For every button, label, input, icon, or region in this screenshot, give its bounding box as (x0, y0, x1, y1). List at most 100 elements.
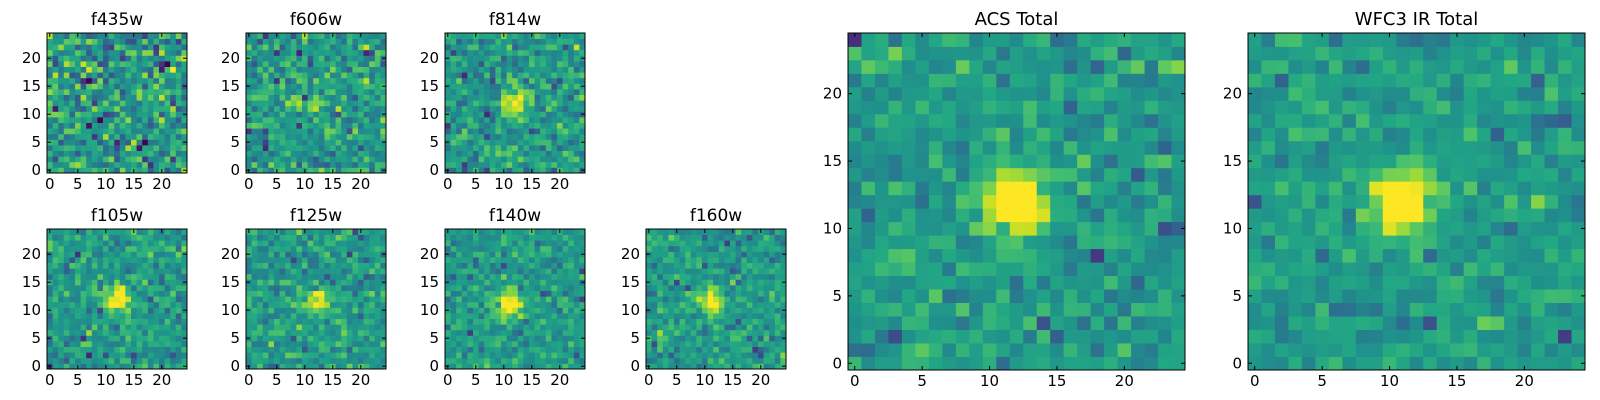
heatmap-cell (861, 181, 876, 196)
heatmap-cell (257, 161, 264, 168)
y-tick-label: 5 (429, 329, 439, 347)
heatmap-cell (718, 346, 725, 353)
heatmap-cell (324, 318, 331, 325)
heatmap-cell (125, 77, 132, 84)
heatmap-cell (512, 117, 519, 123)
heatmap-cell (153, 296, 160, 303)
heatmap-cell (506, 122, 513, 129)
heatmap-cell (529, 234, 535, 241)
heatmap-cell (170, 257, 177, 263)
heatmap-cell (573, 49, 580, 56)
heatmap-cell (274, 117, 280, 123)
heatmap-cell (573, 290, 580, 297)
heatmap-cell (461, 301, 468, 308)
heatmap-cell (651, 273, 658, 280)
heatmap-cell (573, 257, 580, 263)
heatmap-cell (80, 324, 87, 331)
heatmap-cell (674, 245, 680, 252)
heatmap-cell (125, 346, 132, 353)
heatmap-cell (861, 329, 876, 344)
heatmap-cell (363, 313, 370, 319)
heatmap-cell (63, 341, 70, 347)
heatmap-cell (175, 139, 182, 146)
heatmap-cell (450, 268, 457, 275)
heatmap-cell (562, 307, 569, 314)
heatmap-cell (80, 346, 87, 353)
heatmap-cell (495, 161, 502, 168)
heatmap-cell (257, 363, 264, 370)
heatmap-cell (551, 279, 558, 286)
heatmap-cell (279, 156, 286, 163)
heatmap-cell (324, 145, 331, 151)
heatmap-cell (341, 77, 348, 84)
heatmap-cell (279, 38, 286, 45)
heatmap-cell (517, 363, 524, 370)
heatmap-cell (746, 262, 753, 269)
heatmap-cell (651, 363, 658, 370)
heatmap-cell (47, 100, 53, 107)
heatmap-cell (545, 357, 552, 364)
heatmap-cell (551, 313, 558, 319)
heatmap-cell (296, 285, 303, 291)
heatmap-cell (495, 145, 502, 151)
heatmap-cell (478, 251, 485, 258)
heatmap-cell (290, 363, 297, 370)
heatmap-cell (668, 307, 675, 314)
heatmap-cell (108, 257, 115, 263)
heatmap-cell (562, 357, 569, 364)
heatmap-cell (942, 329, 957, 344)
heatmap-cell (352, 49, 359, 56)
heatmap-cell (646, 262, 652, 269)
heatmap-cell (461, 122, 468, 129)
heatmap-cell (80, 38, 87, 45)
heatmap-cell (467, 240, 474, 247)
heatmap-cell (478, 324, 485, 331)
heatmap-cell (341, 251, 348, 258)
heatmap-cell (170, 150, 177, 157)
heatmap-cell (1104, 208, 1118, 223)
heatmap-cell (302, 44, 308, 51)
heatmap-cell (262, 318, 269, 325)
heatmap-cell (690, 296, 697, 303)
heatmap-cell (523, 313, 530, 319)
heatmap-cell (579, 296, 586, 303)
heatmap-cell (769, 357, 776, 364)
heatmap-cell (153, 49, 160, 56)
heatmap-cell (545, 352, 552, 359)
heatmap-cell (551, 83, 558, 90)
heatmap-cell (125, 324, 132, 331)
heatmap-cell (506, 161, 513, 168)
heatmap-cell (346, 139, 353, 146)
heatmap-cell (268, 290, 275, 297)
heatmap-cell (662, 268, 669, 275)
heatmap-cell (523, 307, 530, 314)
heatmap-cell (358, 156, 364, 163)
heatmap-cell (467, 89, 474, 95)
heatmap-cell (374, 117, 381, 123)
heatmap-cell (125, 150, 132, 157)
heatmap-cell (523, 318, 530, 325)
heatmap-cell (103, 341, 109, 347)
heatmap-cell (674, 268, 680, 275)
heatmap-cell (97, 38, 104, 45)
heatmap-cell (274, 313, 280, 319)
heatmap-cell (1009, 302, 1024, 317)
heatmap-cell (330, 89, 336, 95)
heatmap-cell (540, 307, 547, 314)
heatmap-cell (1090, 302, 1105, 317)
heatmap-cell (562, 94, 569, 101)
heatmap-cell (97, 83, 104, 90)
heatmap-cell (159, 133, 165, 140)
heatmap-cell (302, 273, 308, 280)
heatmap-cell (58, 324, 65, 331)
heatmap-cell (352, 273, 359, 280)
heatmap-cell (461, 49, 468, 56)
heatmap-cell (330, 61, 336, 67)
heatmap-cell (131, 105, 137, 112)
heatmap-cell (330, 145, 336, 151)
heatmap-cell (445, 329, 451, 336)
heatmap-cell (562, 279, 569, 286)
heatmap-cell (307, 83, 314, 90)
heatmap-cell (125, 72, 132, 79)
